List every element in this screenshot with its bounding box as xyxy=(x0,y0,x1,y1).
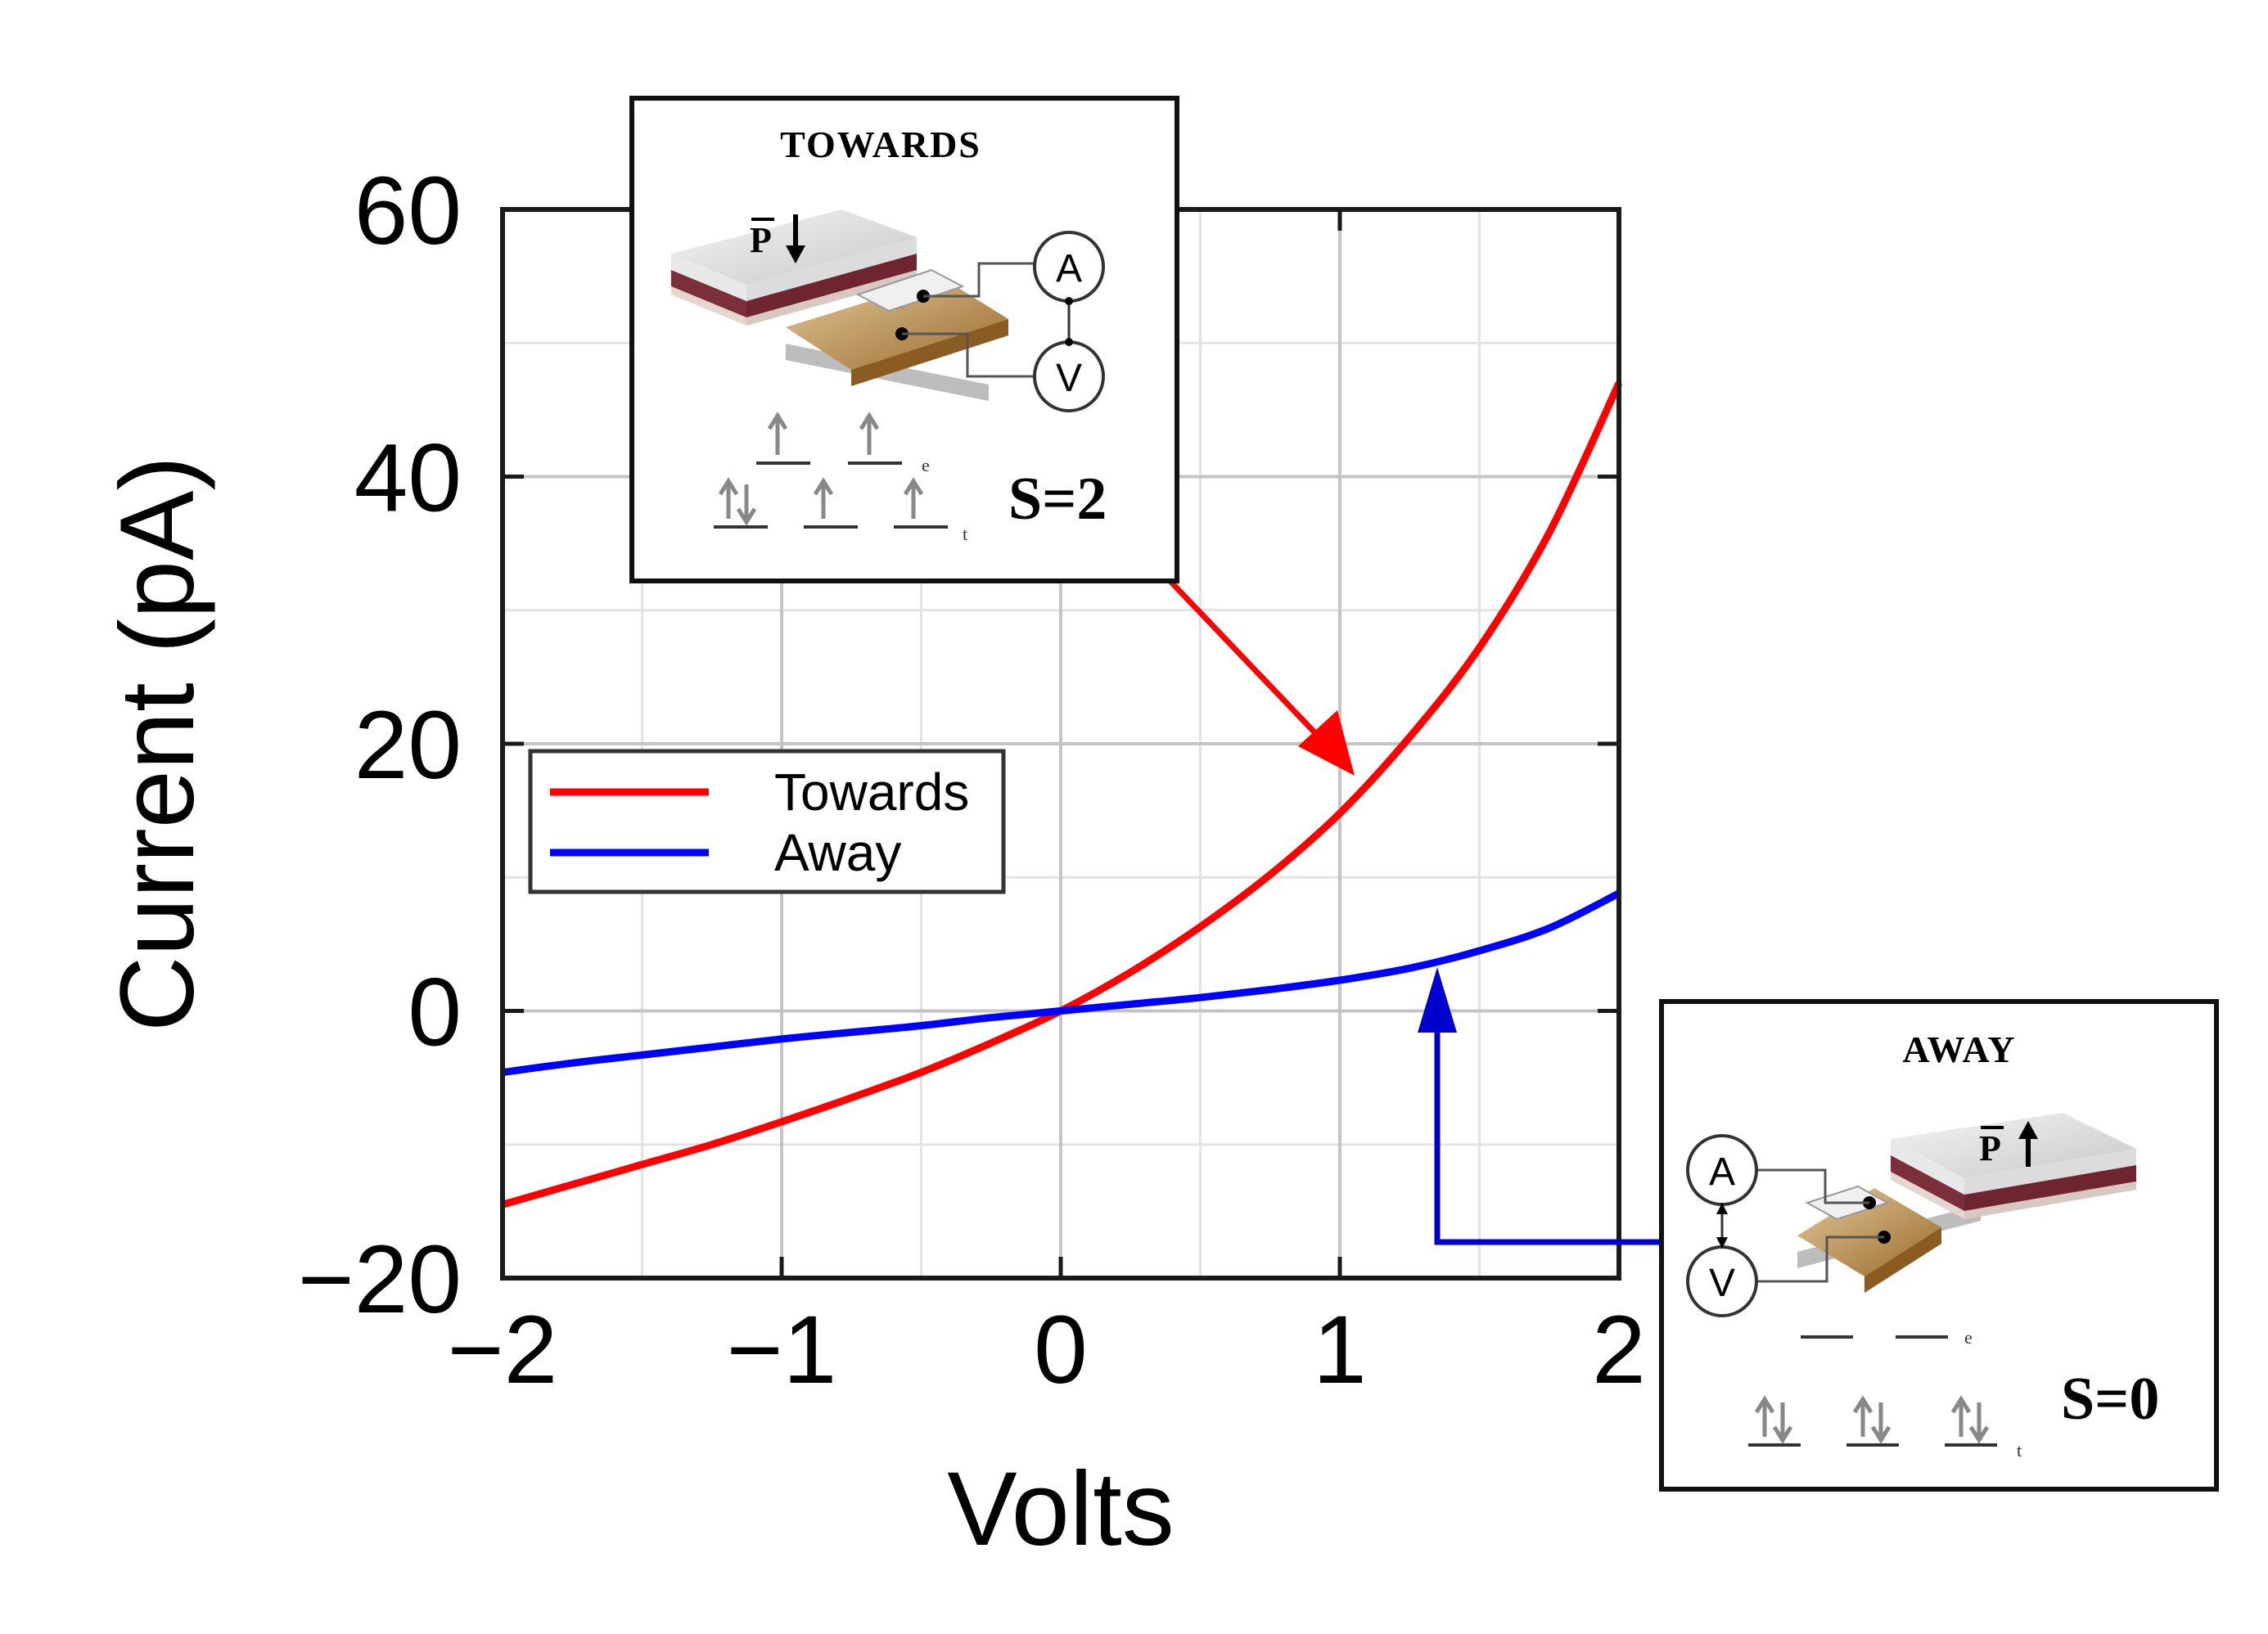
svg-text:A: A xyxy=(1709,1150,1735,1194)
away-inset: AWAY P A V xyxy=(1659,999,2219,1492)
away-orbital-lower: t xyxy=(2017,1440,2022,1461)
x-tick-label: −1 xyxy=(727,1296,837,1404)
towards-orbital-upper: e xyxy=(922,455,930,475)
legend-label-towards: Towards xyxy=(774,763,969,822)
x-tick-label: 1 xyxy=(1313,1296,1367,1404)
y-tick-label: 60 xyxy=(354,157,462,265)
y-tick-label: 40 xyxy=(354,425,462,533)
spin-arrow-up-icon xyxy=(718,412,924,519)
x-tick-label: −2 xyxy=(448,1296,558,1404)
x-tick-label: 2 xyxy=(1592,1296,1646,1404)
towards-orbital-diagram: e t S=2 xyxy=(714,412,1107,544)
towards-inset-title: TOWARDS xyxy=(780,124,981,165)
towards-device-illustration: P A V xyxy=(671,209,1105,412)
towards-callout-arrow xyxy=(1160,570,1355,776)
legend-box xyxy=(528,749,1006,894)
spin-pair-icon xyxy=(1754,1395,1990,1444)
y-axis-title: Current (pA) xyxy=(99,456,216,1032)
away-orbital-upper: e xyxy=(1964,1327,1973,1348)
series-line-towards xyxy=(501,381,1623,1209)
spin-arrow-down-icon xyxy=(736,484,757,526)
y-tick-label: 0 xyxy=(408,959,462,1067)
svg-text:V: V xyxy=(1056,357,1082,400)
x-tick-label: 0 xyxy=(1034,1296,1088,1404)
away-inset-title: AWAY xyxy=(1902,1029,2016,1070)
away-inset-box xyxy=(1659,999,2219,1492)
towards-inset: TOWARDS P A V xyxy=(629,96,1179,583)
away-callout-arrow xyxy=(1418,967,1662,1245)
towards-vector-label: P xyxy=(750,220,772,260)
series-line-away xyxy=(502,889,1621,1077)
legend-label-away: Away xyxy=(774,823,901,882)
legend: Towards Away xyxy=(528,749,1006,894)
towards-spin-label: S=2 xyxy=(1008,466,1107,533)
away-vector-label: P xyxy=(1979,1128,2001,1168)
away-orbital-diagram: e t S=0 xyxy=(1748,1327,2159,1461)
svg-text:V: V xyxy=(1709,1262,1735,1305)
svg-text:A: A xyxy=(1056,247,1082,290)
away-spin-label: S=0 xyxy=(2061,1366,2159,1433)
x-axis-title: Volts xyxy=(947,1451,1175,1568)
away-device-illustration: P A V xyxy=(1686,1113,2136,1317)
y-tick-label: 20 xyxy=(354,691,462,799)
ticks: −2 −1 0 1 2 −20 0 20 40 60 xyxy=(298,157,1646,1404)
towards-orbital-lower: t xyxy=(963,524,967,544)
series-layer xyxy=(501,381,1623,1209)
y-tick-label: −20 xyxy=(298,1226,462,1334)
